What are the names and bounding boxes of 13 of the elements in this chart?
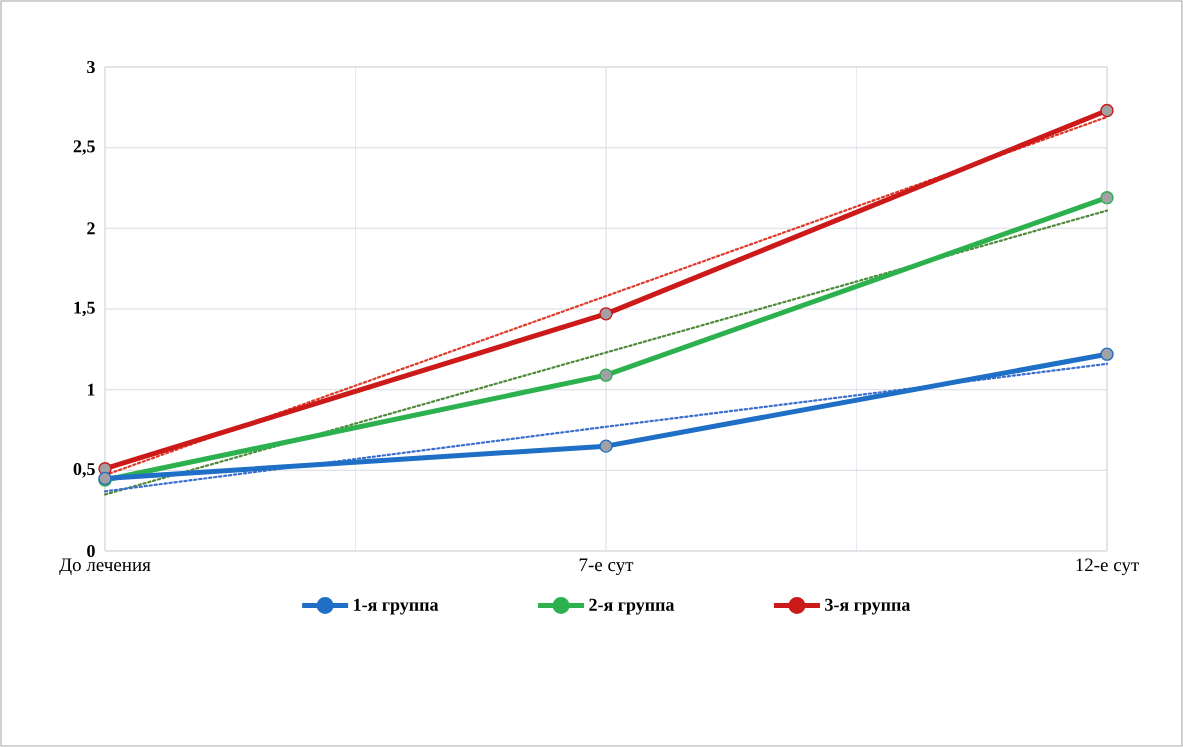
y-tick-label: 2,5 (73, 140, 95, 156)
y-tick-label: 1 (87, 383, 95, 396)
x-tick-label: 7-е сут (579, 558, 634, 576)
legend-label: 1-я группа (354, 598, 439, 615)
x-tick-label: До лечения (59, 558, 151, 576)
y-tick-label: 0,5 (73, 462, 95, 478)
y-tick-label: 2 (87, 222, 95, 235)
y-tick-label: 1,5 (74, 301, 95, 317)
legend-label: 2-я группа (589, 598, 675, 615)
x-tick-label: 12-е сут (1076, 558, 1139, 576)
y-tick-label: 0 (87, 544, 95, 558)
legend-label: 3-я группа (825, 598, 911, 615)
y-tick-label: 3 (87, 60, 95, 74)
